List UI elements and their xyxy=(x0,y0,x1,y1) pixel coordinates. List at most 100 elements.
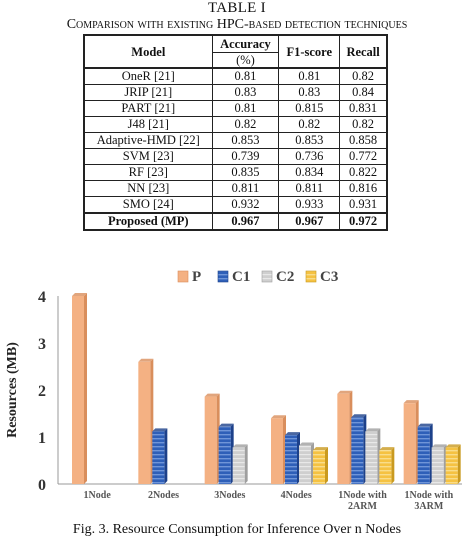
bar-top xyxy=(138,358,154,362)
cell-metric: 0.816 xyxy=(339,180,388,197)
cell-model: PART [21] xyxy=(83,100,213,117)
x-tick-label: 3Nodes xyxy=(214,490,245,501)
cell-metric: 0.81 xyxy=(278,67,341,85)
bar-top xyxy=(271,415,286,419)
bar-c3 xyxy=(445,447,458,484)
bar-top xyxy=(337,390,353,394)
bar-c3 xyxy=(313,450,325,484)
bar-side xyxy=(84,293,87,484)
bar-top xyxy=(313,447,328,451)
x-tick-label: 3ARM xyxy=(414,501,443,512)
bar-top xyxy=(365,428,381,432)
bar-top xyxy=(431,444,447,448)
table-caption: Comparison with existing HPC-based detec… xyxy=(66,17,408,32)
y-tick-label: 3 xyxy=(38,336,46,353)
header-accuracy-unit: (%) xyxy=(211,52,280,69)
cell-metric: 0.967 xyxy=(278,212,341,231)
cell-model: SMO [24] xyxy=(83,196,213,214)
bar-side xyxy=(391,447,395,484)
cell-metric: 0.739 xyxy=(211,148,280,165)
legend-swatch xyxy=(177,270,189,283)
cell-metric: 0.967 xyxy=(211,212,280,231)
bar-p xyxy=(138,361,151,484)
bar-c2 xyxy=(299,445,311,484)
cell-metric: 0.736 xyxy=(278,148,341,165)
bar-top xyxy=(445,444,461,448)
cell-metric: 0.822 xyxy=(339,164,388,181)
y-tick-label: 1 xyxy=(38,430,46,447)
table-row: JRIP [21] 0.83 0.83 0.84 xyxy=(83,84,388,101)
y-tick-label: 0 xyxy=(38,477,46,494)
cell-metric: 0.772 xyxy=(339,148,388,165)
bar-c1 xyxy=(351,417,364,484)
table-row: Adaptive-HMD [22] 0.853 0.853 0.858 xyxy=(83,132,388,149)
x-tick-label: 1Node with xyxy=(405,490,454,501)
bar-p xyxy=(403,403,416,484)
cell-model: J48 [21] xyxy=(83,116,213,133)
legend-swatch xyxy=(305,270,317,283)
y-tick-label: 4 xyxy=(38,289,46,306)
legend-label: C1 xyxy=(232,269,250,285)
table-row: NN [23] 0.811 0.811 0.816 xyxy=(83,180,388,197)
cell-metric: 0.83 xyxy=(211,84,280,101)
bar-c2 xyxy=(232,447,245,484)
legend-label: P xyxy=(192,269,201,285)
bar-p xyxy=(271,418,283,484)
resource-bar-chart: P C1 C2 C3 0 1 2 3 4 Resources (MB) 1Node 2Nodes 3No… xyxy=(5,269,462,512)
bar-top xyxy=(152,428,168,432)
cell-metric: 0.853 xyxy=(211,132,280,149)
bar-top xyxy=(72,293,87,296)
cell-metric: 0.82 xyxy=(339,67,388,85)
bar-side xyxy=(325,447,328,484)
table-row: J48 [21] 0.82 0.82 0.82 xyxy=(83,116,388,133)
cell-metric: 0.82 xyxy=(278,116,341,133)
x-tick-label: 1Node xyxy=(84,490,112,501)
cell-metric: 0.81 xyxy=(211,100,280,117)
bar-c2 xyxy=(431,447,444,484)
cell-model: JRIP [21] xyxy=(83,84,213,101)
table-row: PART [21] 0.81 0.815 0.831 xyxy=(83,100,388,117)
cell-metric: 0.811 xyxy=(278,180,341,197)
bar-side xyxy=(457,444,461,484)
cell-metric: 0.853 xyxy=(278,132,341,149)
x-tick-label: 2Nodes xyxy=(148,490,179,501)
table-row: SVM [23] 0.739 0.736 0.772 xyxy=(83,148,388,165)
cell-metric: 0.858 xyxy=(339,132,388,149)
cell-metric: 0.84 xyxy=(339,84,388,101)
table-title: TABLE I xyxy=(208,0,266,16)
bar-p xyxy=(204,396,217,484)
bar-c1 xyxy=(417,426,430,484)
bar-c1 xyxy=(152,431,165,484)
bar-top xyxy=(204,393,220,397)
bar-p xyxy=(72,296,84,484)
table-row: OneR [21] 0.81 0.81 0.82 xyxy=(83,67,388,85)
cell-metric: 0.831 xyxy=(339,100,388,117)
bar-top xyxy=(232,444,248,448)
x-tick-label: 2ARM xyxy=(348,501,377,512)
x-tick-label: 1Node with xyxy=(338,490,387,501)
bar-side xyxy=(244,444,248,484)
bar-top xyxy=(218,423,234,427)
header-recall: Recall xyxy=(339,34,388,69)
bar-top xyxy=(379,447,395,451)
table-body: OneR [21] 0.81 0.81 0.82 JRIP [21] 0.83 0.83 0.… xyxy=(83,67,388,231)
y-tick-label: 2 xyxy=(38,383,46,400)
comparison-table: Model Accuracy F1-score Recall (%) OneR … xyxy=(83,34,388,231)
cell-metric: 0.835 xyxy=(211,164,280,181)
cell-model: Adaptive-HMD [22] xyxy=(83,132,213,149)
cell-metric: 0.972 xyxy=(339,212,388,231)
table-row: RF [23] 0.835 0.834 0.822 xyxy=(83,164,388,181)
bar-top xyxy=(285,432,300,436)
cell-metric: 0.811 xyxy=(211,180,280,197)
cell-metric: 0.83 xyxy=(278,84,341,101)
legend-label: C2 xyxy=(276,269,294,285)
cell-metric: 0.81 xyxy=(211,67,280,85)
bar-top xyxy=(403,400,419,404)
cell-metric: 0.815 xyxy=(278,100,341,117)
header-f1: F1-score xyxy=(278,34,341,69)
figure-caption: Fig. 3. Resource Consumption for Inferen… xyxy=(72,522,402,537)
cell-model: NN [23] xyxy=(83,180,213,197)
cell-model: Proposed (MP) xyxy=(83,212,213,231)
table-row-proposed: Proposed (MP) 0.967 0.967 0.972 xyxy=(83,212,388,231)
cell-metric: 0.932 xyxy=(211,196,280,214)
